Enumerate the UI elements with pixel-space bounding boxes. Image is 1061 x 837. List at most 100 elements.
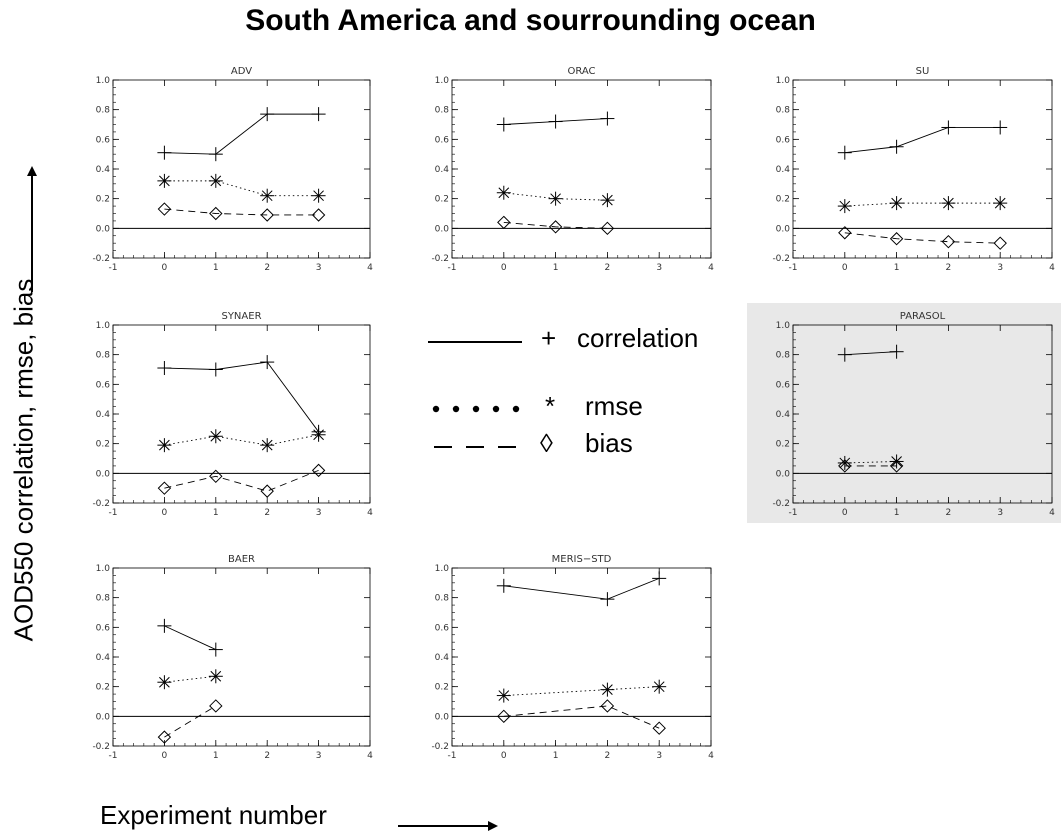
x-tick-label: -1 — [448, 751, 457, 761]
y-tick-label: 1.0 — [776, 76, 791, 86]
plot-frame — [792, 79, 1053, 259]
panel-title: ADV — [231, 66, 252, 77]
highlight-background — [747, 303, 1061, 523]
plot-frame — [451, 79, 712, 259]
y-tick-label: 0.0 — [96, 224, 111, 234]
data-point-bias — [157, 730, 172, 744]
plot-frame — [112, 324, 371, 504]
panel-title: SU — [916, 66, 930, 77]
y-tick-label: -0.2 — [92, 499, 110, 509]
x-tick-label: 4 — [1049, 508, 1055, 518]
x-tick-label: 0 — [162, 751, 168, 761]
y-tick-label: 0.0 — [435, 224, 450, 234]
y-tick-label: 0.6 — [435, 135, 450, 145]
series-line-correlation — [164, 625, 216, 650]
data-point-bias — [209, 469, 223, 484]
y-tick-label: 0.0 — [435, 712, 450, 722]
data-point-correlation — [837, 347, 852, 362]
y-tick-label: -0.2 — [431, 742, 449, 752]
data-point-bias — [497, 709, 511, 724]
data-point-correlation — [208, 642, 223, 657]
panel-title: SYNAER — [221, 311, 261, 322]
x-tick-label: -1 — [109, 751, 118, 761]
x-tick-label: 4 — [708, 751, 714, 761]
x-tick-label: 3 — [656, 263, 662, 273]
x-tick-label: 3 — [997, 508, 1003, 518]
data-point-correlation — [260, 107, 275, 122]
series-line-rmse — [844, 202, 1001, 207]
data-point-correlation — [652, 571, 667, 586]
data-point-correlation — [311, 107, 326, 122]
data-point-bias — [209, 699, 223, 713]
series-line-bias — [503, 705, 660, 729]
series-line-rmse — [503, 192, 608, 201]
y-tick-label: -0.2 — [92, 254, 110, 264]
y-tick-label: 1.0 — [776, 321, 791, 331]
data-point-bias — [548, 220, 563, 234]
panel-title: BAER — [228, 554, 255, 565]
data-point-rmse — [496, 688, 511, 703]
series-line-bias — [164, 705, 217, 738]
data-point-correlation — [993, 120, 1008, 135]
data-point-bias — [600, 699, 615, 713]
data-point-rmse — [311, 427, 326, 442]
x-tick-label: 2 — [946, 263, 952, 273]
y-tick-label: 0.4 — [96, 410, 111, 420]
y-tick-label: 0.8 — [96, 106, 111, 116]
x-axis-label: Experiment number — [100, 800, 327, 830]
data-point-bias — [260, 208, 274, 222]
x-tick-label: 2 — [605, 751, 611, 761]
chart-panel-su: SU -0.2 0.0 0.2 0.4 0.6 0.8 1.0 -1 0 1 2 3 4 — [772, 66, 1055, 273]
chart-panel-baer: BAER -0.2 0.0 0.2 0.4 0.6 0.8 1.0 -1 0 1 2 3 4 — [92, 554, 373, 761]
y-tick-label: 0.0 — [776, 224, 791, 234]
y-tick-label: 1.0 — [96, 76, 111, 86]
y-tick-label: 0.6 — [96, 380, 111, 390]
x-tick-label: 1 — [894, 263, 900, 273]
chart-panel-parasol: PARASOL -0.2 0.0 0.2 0.4 0.6 0.8 1.0 -1 0 1 2 3 4 — [747, 303, 1061, 523]
y-tick-label: 0.8 — [776, 351, 791, 361]
x-tick-label: 1 — [553, 263, 559, 273]
data-point-bias — [838, 459, 852, 473]
x-tick-label: 2 — [946, 508, 952, 518]
data-point-bias — [993, 236, 1007, 250]
x-tick-label: 2 — [605, 263, 611, 273]
x-tick-label: 0 — [162, 508, 168, 518]
data-point-correlation — [157, 361, 172, 376]
plot-frame — [112, 567, 371, 747]
series-line-correlation — [844, 127, 1001, 154]
x-tick-label: 4 — [708, 263, 714, 273]
x-tick-label: 2 — [264, 751, 270, 761]
y-tick-label: 0.8 — [435, 106, 450, 116]
y-tick-label: -0.2 — [772, 499, 790, 509]
data-point-rmse — [260, 438, 275, 453]
x-tick-label: 1 — [894, 508, 900, 518]
y-tick-label: 1.0 — [435, 76, 450, 86]
data-point-correlation — [600, 111, 615, 126]
x-tick-label: 3 — [316, 751, 322, 761]
data-point-bias — [497, 215, 511, 230]
x-tick-label: 0 — [501, 751, 507, 761]
y-tick-label: -0.2 — [431, 254, 449, 264]
x-tick-label: 4 — [1049, 263, 1055, 273]
data-point-rmse — [208, 173, 223, 188]
x-tick-label: 2 — [264, 263, 270, 273]
data-point-correlation — [208, 362, 223, 377]
x-tick-label: -1 — [109, 263, 118, 273]
data-point-bias — [311, 463, 326, 478]
x-tick-label: 4 — [367, 263, 373, 273]
x-tick-label: 4 — [367, 751, 373, 761]
y-tick-label: 0.4 — [776, 410, 791, 420]
x-tick-label: -1 — [448, 263, 457, 273]
legend-symbol-rmse: * — [545, 391, 556, 421]
data-point-rmse — [837, 455, 852, 470]
y-axis-arrow — [27, 166, 37, 292]
data-point-correlation — [496, 117, 511, 132]
y-tick-label: 0.6 — [96, 623, 111, 633]
data-point-correlation — [260, 355, 275, 370]
data-point-correlation — [837, 145, 852, 160]
plot-frame — [112, 79, 371, 259]
y-tick-label: -0.2 — [772, 254, 790, 264]
data-point-rmse — [157, 675, 172, 690]
y-tick-label: 0.6 — [435, 623, 450, 633]
y-tick-label: 0.2 — [435, 195, 449, 205]
